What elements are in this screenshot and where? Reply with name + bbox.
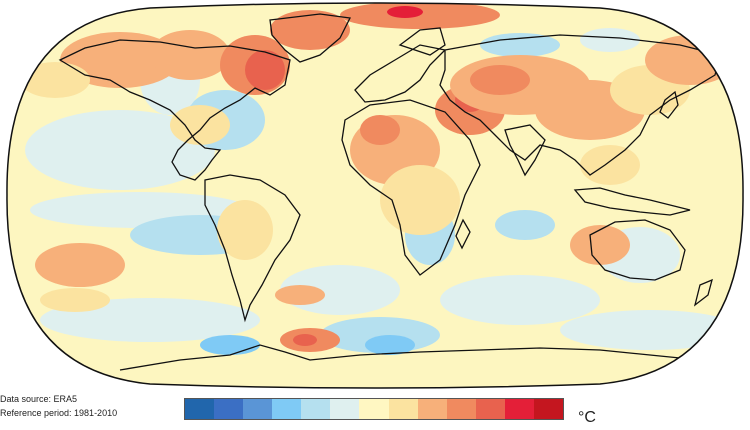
coastline-indonesia [573, 187, 691, 216]
map-metadata: Data source: ERA5 Reference period: 1981… [0, 392, 117, 420]
data-source-label: Data source: ERA5 [0, 394, 78, 404]
coastline-india [504, 124, 546, 177]
cool-region-east-siberia [580, 28, 640, 52]
cool-region-antarctic-peninsula [365, 335, 415, 355]
coastline-scandinavia [398, 27, 446, 56]
colorbar-swatch-12 [533, 399, 564, 419]
warm-region-central-africa [380, 165, 460, 235]
anomaly-field [20, 3, 740, 355]
warm-region-south-pacific [40, 288, 110, 312]
warm-region-hudson-bay-core [245, 50, 285, 90]
warm-region-greenland [270, 10, 350, 50]
coastline-antarctica [119, 344, 741, 371]
temperature-anomaly-map [6, 2, 744, 389]
cool-region-central-pacific [25, 110, 215, 190]
colorbar-swatch-7 [388, 399, 418, 419]
coastline-africa [341, 99, 481, 276]
coastline-new-zealand [693, 278, 713, 307]
coastline-europe [354, 44, 447, 103]
warm-region-south-america [217, 200, 273, 260]
coastline-north-america [58, 39, 291, 181]
coastline-japan [659, 90, 679, 119]
coastlines [58, 13, 741, 371]
colorbar-swatch-2 [243, 399, 273, 419]
coastline-asia [439, 34, 721, 176]
reference-period-label: Reference period: 1981-2010 [0, 408, 118, 418]
colorbar-swatch-5 [330, 399, 360, 419]
colorbar-swatch-1 [214, 399, 244, 419]
cool-region-west-indian-ocean [495, 210, 555, 240]
colorbar-legend [184, 398, 564, 420]
warm-region-west-north-america [60, 32, 180, 88]
colorbar-swatch-10 [475, 399, 505, 419]
coastline-south-america [204, 174, 301, 323]
cool-region-antarctic-coast [200, 335, 260, 355]
warm-region-southeast-asia [580, 145, 640, 185]
colorbar-swatch-11 [504, 399, 534, 419]
colorbar-unit-label: °C [578, 409, 596, 426]
warm-region-northwest-pacific [35, 243, 125, 287]
warm-region-patagonia-core [293, 334, 317, 346]
globe-outline [6, 2, 744, 389]
world-map-svg [6, 2, 744, 389]
colorbar-swatch-6 [359, 399, 389, 419]
cool-region-indian-ocean [440, 275, 600, 325]
colorbar-swatch-8 [417, 399, 447, 419]
coastline-australia [589, 219, 686, 281]
cool-region-southern-ocean-east [560, 310, 740, 350]
colorbar-swatch-0 [185, 399, 215, 419]
colorbar-swatch-4 [301, 399, 331, 419]
warm-region-australia-north [570, 225, 630, 265]
warm-region-alaska [20, 62, 90, 98]
warm-region-south-atlantic [275, 285, 325, 305]
coastline-greenland [269, 13, 351, 63]
colorbar-swatch-3 [272, 399, 302, 419]
cool-region-barents-sea [480, 33, 560, 57]
coastline-madagascar [455, 218, 471, 250]
warm-region-kazakhstan [470, 65, 530, 95]
warm-region-arctic-core [387, 6, 423, 18]
warm-region-northern-canada [150, 30, 230, 80]
warm-region-sahara [360, 115, 400, 145]
colorbar-swatch-9 [446, 399, 476, 419]
